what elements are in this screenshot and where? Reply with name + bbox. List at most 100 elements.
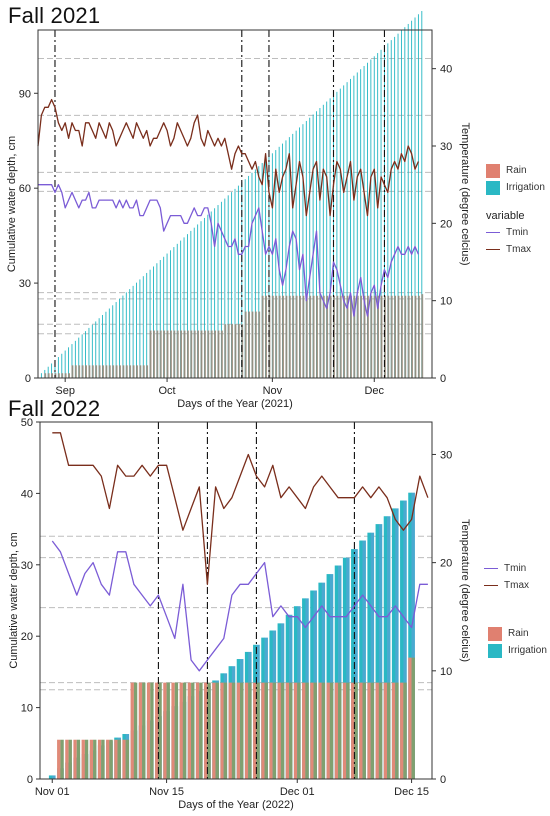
rain-bar xyxy=(47,373,49,378)
rain-bar xyxy=(85,365,87,378)
rain-bar-shade xyxy=(174,682,179,779)
rain-bar xyxy=(265,295,267,378)
rain-gap-fill xyxy=(45,373,47,378)
rain-bar xyxy=(203,330,205,378)
rain-bar-shade xyxy=(109,739,113,779)
rain-bar xyxy=(57,373,59,378)
rain-bar xyxy=(343,295,345,378)
irrigation-bar xyxy=(231,192,233,378)
irrigation-bar xyxy=(367,532,372,779)
rain-gap-fill xyxy=(235,324,237,378)
rain-bar-shade xyxy=(395,682,399,779)
rain-bar-shade xyxy=(362,682,366,779)
rain-bar xyxy=(269,682,273,779)
rain-bar xyxy=(342,682,347,779)
legend-2022-bars: Rain Irrigation xyxy=(488,625,547,659)
rain-gap-fill xyxy=(364,295,366,378)
rain-gap-fill xyxy=(276,295,278,378)
rain-bar xyxy=(44,373,46,378)
irrigation-bar xyxy=(176,243,178,378)
irrigation-bar xyxy=(78,337,80,378)
rain-bar xyxy=(356,295,358,378)
rain-bar xyxy=(207,330,209,378)
rain-bar xyxy=(176,330,178,378)
rain-gap-fill xyxy=(208,330,210,378)
irrigation-bar xyxy=(319,108,321,378)
rain-gap-fill xyxy=(391,295,393,378)
irrigation-bar xyxy=(261,162,263,378)
rain-gap-fill xyxy=(422,294,424,378)
rain-bar-shade xyxy=(117,739,121,779)
rain-bar xyxy=(397,295,399,378)
rain-gap-fill xyxy=(102,365,104,378)
irrigation-bar xyxy=(359,540,363,779)
rain-gap-fill xyxy=(150,330,152,378)
rain-gap-fill xyxy=(361,295,363,378)
rain-gap-fill xyxy=(313,295,315,378)
irrigation-bar xyxy=(95,321,97,378)
rain-bar-shade xyxy=(297,682,301,779)
irrigation-bar-shade xyxy=(362,540,366,779)
rain-bar xyxy=(139,365,141,378)
rain-gap-fill xyxy=(184,330,186,378)
rain-gap-fill xyxy=(126,365,128,378)
irrigation-bar xyxy=(316,111,317,379)
rain-bar-shade xyxy=(411,657,415,779)
legend-item-rain-2022: Rain xyxy=(488,625,547,642)
rain-bar xyxy=(329,295,331,378)
rain-gap-fill xyxy=(252,311,254,378)
rain-gap-fill xyxy=(194,330,196,378)
rain-bar xyxy=(400,295,402,378)
irrigation-bar-shade xyxy=(403,500,407,779)
rain-bar xyxy=(421,294,423,378)
irrigation-bar xyxy=(268,156,270,378)
rain-bar xyxy=(64,373,66,378)
rain-bar xyxy=(400,682,404,779)
rain-bar xyxy=(244,682,249,779)
y-tick-label: 60 xyxy=(19,183,31,195)
rain-bar xyxy=(271,295,273,378)
rain-bar xyxy=(231,324,233,378)
rain-bar-shade xyxy=(191,682,195,779)
rain-gap-fill xyxy=(119,365,121,378)
irrigation-bar xyxy=(115,302,117,378)
rain-bar xyxy=(295,295,297,378)
rain-bar xyxy=(373,295,375,378)
rain-bar xyxy=(312,295,314,378)
rain-gap-fill xyxy=(157,330,159,378)
plot-frame xyxy=(37,29,433,379)
rain-bar xyxy=(275,295,277,378)
irrigation-bar xyxy=(68,347,70,378)
irrigation-bar xyxy=(142,276,144,378)
rain-bar xyxy=(51,373,53,378)
rain-bar xyxy=(88,365,90,378)
irrigation-bar xyxy=(173,247,175,378)
rain-bar-shade xyxy=(150,682,154,779)
rain-bar xyxy=(114,739,118,779)
y-tick-label: 10 xyxy=(21,703,33,715)
rain-gap-fill xyxy=(269,295,271,378)
x-tick-label: Oct xyxy=(159,385,176,397)
rain-gap-fill xyxy=(245,311,247,378)
rain-gap-fill xyxy=(327,295,329,378)
rain-gap-fill xyxy=(232,324,233,378)
rain-bar-shade xyxy=(264,682,268,779)
rain-bar xyxy=(310,682,314,779)
rain-bar xyxy=(353,295,355,378)
irrigation-bar xyxy=(414,17,416,378)
irrigation-bar xyxy=(54,360,56,378)
irrigation-bar xyxy=(98,318,100,378)
rain-gap-fill xyxy=(130,365,132,378)
legend-item-tmin-2022: Tmin xyxy=(484,560,529,577)
panel-title-2021: Fall 2021 xyxy=(8,3,101,28)
rain-gap-fill xyxy=(296,295,298,378)
y2-tick-label: 30 xyxy=(440,141,452,153)
irrigation-bar xyxy=(237,185,239,378)
rain-gap-fill xyxy=(371,295,373,378)
y2-tick-label: 20 xyxy=(440,558,452,570)
legend-label-tmin: Tmin xyxy=(504,563,527,574)
rain-bar-shade xyxy=(378,682,383,779)
y-tick-label: 0 xyxy=(25,373,31,385)
rain-gap-fill xyxy=(395,295,396,378)
